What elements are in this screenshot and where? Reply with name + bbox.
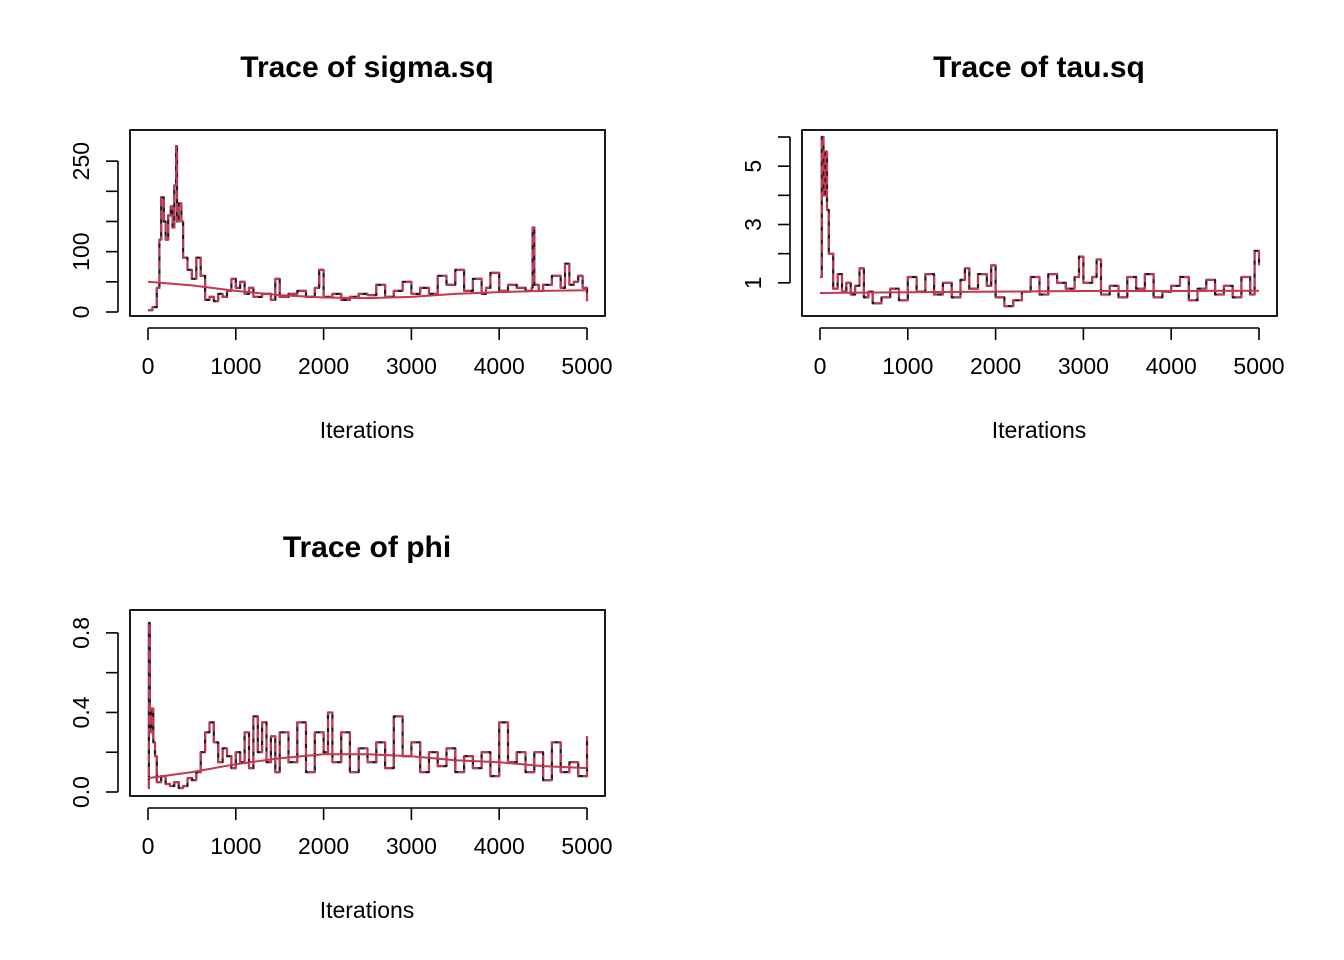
plot-frame [129,609,606,797]
smooth-line [147,280,588,300]
x-tick-label: 3000 [1058,353,1109,379]
plot-frame [129,129,606,317]
x-tick-label: 1000 [210,353,261,379]
y-tick-label: 250 [68,142,94,180]
x-tick-label: 2000 [298,833,349,859]
trace-line [148,145,589,312]
x-tick-label: 5000 [561,353,612,379]
axis-ticks: 0 1000 2000 3000 4000 5000 0 100 250 [68,142,613,379]
x-axis-label: Iterations [992,417,1087,443]
x-tick-label: 2000 [970,353,1021,379]
x-tick-label: 5000 [561,833,612,859]
y-tick-label: 100 [68,232,94,270]
x-tick-label: 0 [142,833,155,859]
axis-ticks: 0 1000 2000 3000 4000 5000 1 3 5 [740,136,1285,379]
panel-phi: Trace of phi 0 1000 2000 3000 4000 5000 0.0 0.4… [68,531,613,923]
series-layer [147,145,589,312]
series-layer [819,135,1261,308]
x-tick-label: 4000 [474,353,525,379]
axis-ticks: 0 1000 2000 3000 4000 5000 0.0 0.4 0.8 [68,617,613,859]
x-tick-label: 3000 [386,353,437,379]
chart-title: Trace of tau.sq [933,51,1145,84]
x-tick-label: 0 [814,353,827,379]
panel-tau-sq: Trace of tau.sq 0 1000 2000 3000 4000 5000 1 3 5… [740,51,1285,443]
trace-line-overlay [148,145,588,312]
y-tick-label: 0.8 [68,617,94,649]
panel-sigma-sq: Trace of sigma.sq 0 1000 2000 3000 4000 50000… [68,51,613,443]
x-tick-label: 3000 [386,833,437,859]
x-tick-label: 5000 [1233,353,1284,379]
x-tick-label: 4000 [1146,353,1197,379]
smooth-line [147,753,588,780]
plot-frame [801,129,1278,317]
series-layer [147,621,589,790]
y-tick-label: 3 [740,218,766,231]
trace-line-overlay [820,136,1260,308]
chart-title: Trace of sigma.sq [240,51,493,84]
y-tick-label: 0.0 [68,776,94,808]
x-axis-label: Iterations [320,897,415,923]
trace-line-overlay [147,622,588,789]
x-tick-label: 0 [142,353,155,379]
x-tick-label: 1000 [882,353,933,379]
x-tick-label: 4000 [474,833,525,859]
chart-title: Trace of phi [283,531,451,564]
smooth-line [819,289,1260,294]
y-tick-label: 1 [740,276,766,289]
x-tick-label: 2000 [298,353,349,379]
x-tick-label: 1000 [210,833,261,859]
x-axis-label: Iterations [320,417,415,443]
y-tick-label: 0 [68,306,94,319]
y-tick-label: 0.4 [68,696,94,728]
y-tick-label: 5 [740,160,766,173]
